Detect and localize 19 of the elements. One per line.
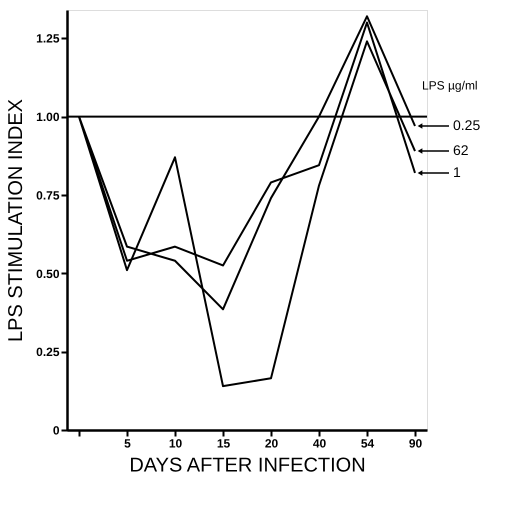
- y-tick-label: 0: [52, 424, 60, 438]
- x-tick-label: 10: [168, 436, 182, 450]
- y-axis-title: LPS STIMULATION INDEX: [5, 98, 28, 342]
- x-tick-label: 20: [264, 436, 278, 450]
- x-tick-label: 54: [360, 436, 374, 450]
- legend-label: 1: [453, 164, 461, 180]
- x-tick-label: 90: [408, 436, 422, 450]
- legend-title: LPS µg/ml: [422, 78, 478, 93]
- y-tick-label: 0.75: [36, 188, 60, 202]
- y-tick-label: 1.00: [36, 110, 60, 124]
- x-tick-label: 15: [216, 436, 230, 450]
- x-axis-title: DAYS AFTER INFECTION: [129, 454, 366, 476]
- y-tick-label: 0.25: [36, 345, 60, 360]
- x-tick-label: 40: [312, 436, 326, 450]
- x-tick-label: 5: [124, 436, 132, 450]
- legend-label: 62: [453, 142, 469, 158]
- legend-label: 0.25: [453, 116, 480, 133]
- y-tick-label: 1.25: [36, 32, 60, 46]
- y-tick-label: 0.50: [36, 266, 60, 281]
